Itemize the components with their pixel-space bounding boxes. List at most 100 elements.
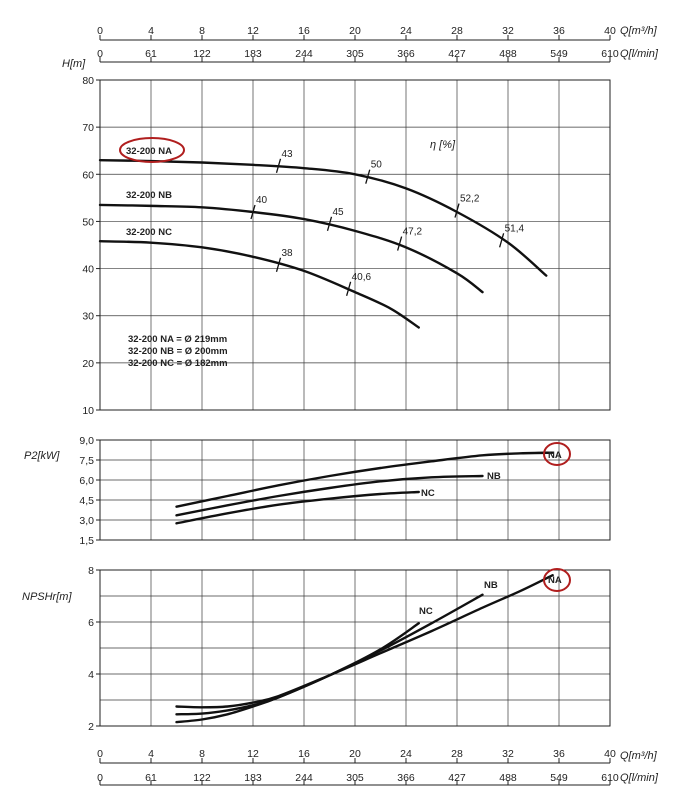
bottom-q-m3h-label: Q[m³/h] (620, 750, 658, 762)
efficiency-value-label: 50 (371, 160, 383, 171)
q-m3h-tick-label: 32 (502, 25, 514, 37)
q-m3h-tick-label: 20 (349, 748, 361, 760)
q-lmin-tick-label: 305 (346, 48, 364, 60)
na-highlight-ellipse (119, 137, 185, 163)
efficiency-tick (454, 203, 460, 218)
curve-label-nc: 32-200 NC (126, 227, 172, 238)
q-m3h-tick-label: 40 (604, 25, 616, 37)
q-lmin-tick-label: 122 (193, 772, 211, 784)
efficiency-tick (250, 204, 256, 220)
npsh-label-na: NA (548, 575, 562, 586)
npsh-label-nc: NC (419, 606, 433, 617)
head-y-tick-label: 80 (82, 75, 94, 87)
top-q-m3h-label: Q[m³/h] (620, 25, 658, 37)
q-lmin-tick-label: 610 (601, 48, 619, 60)
head-panel: 10 20 30 40 50 60 70 80 H[m] 43 50 52,2 51,4 40 45 47… (62, 58, 611, 417)
efficiency-value-label: 40 (256, 195, 268, 206)
power-na-highlight (543, 442, 571, 466)
top-axis-ticks: 0 0 4 61 8 122 12 183 16 244 20 305 24 366 28 427 32 488 3… (97, 25, 619, 63)
power-label-na: NA (548, 450, 562, 461)
efficiency-value-label: 43 (282, 149, 294, 160)
q-m3h-tick-label: 12 (247, 748, 259, 760)
q-m3h-tick-label: 24 (400, 25, 412, 37)
q-lmin-tick-label: 610 (601, 772, 619, 784)
npsh-label-nb: NB (484, 580, 498, 591)
power-label-nb: NB (487, 471, 501, 482)
curve-label-na: 32-200 NA (126, 146, 172, 157)
efficiency-value-label: 38 (282, 248, 294, 259)
power-label-nc: NC (421, 488, 435, 499)
q-m3h-tick-label: 8 (199, 748, 205, 760)
head-y-tick-label: 20 (82, 358, 94, 370)
legend-na: 32-200 NA = Ø 219mm (128, 334, 227, 345)
power-panel: 1,5 3,0 4,5 6,0 7,5 9,0 P2[kW] NA NB NC (24, 435, 611, 547)
q-lmin-tick-label: 122 (193, 48, 211, 60)
power-y-tick-label: 7,5 (79, 455, 94, 467)
head-grid (99, 79, 611, 411)
power-y-tick-label: 9,0 (79, 435, 94, 447)
top-axes: 0 0 4 61 8 122 12 183 16 244 20 305 24 366 28 427 32 488 3… (97, 25, 659, 63)
head-y-tick-label: 10 (82, 405, 94, 417)
head-curve-32-200-nb (98, 203, 484, 294)
power-y-tick-label: 3,0 (79, 515, 94, 527)
power-y-tick-label: 6,0 (79, 475, 94, 487)
efficiency-tick (499, 233, 505, 248)
q-lmin-tick-label: 366 (397, 48, 415, 60)
npsh-curve-nb (175, 593, 484, 716)
curve-label-nb: 32-200 NB (126, 190, 172, 201)
top-q-lmin-label: Q[l/min] (620, 48, 659, 60)
q-lmin-tick-label: 427 (448, 772, 466, 784)
efficiency-tick (397, 236, 403, 251)
q-lmin-tick-label: 427 (448, 48, 466, 60)
q-m3h-tick-label: 16 (298, 25, 310, 37)
power-curve-nc (175, 490, 420, 525)
npsh-curve-na (175, 574, 554, 709)
head-frame (99, 79, 611, 411)
q-m3h-tick-label: 16 (298, 748, 310, 760)
npsh-curve-nc (175, 622, 420, 724)
q-lmin-tick-label: 0 (97, 48, 103, 60)
head-curves (98, 158, 548, 329)
npsh-curves (175, 574, 554, 724)
efficiency-label: η [%] (430, 139, 456, 151)
efficiency-marks: 43 50 52,2 51,4 40 45 47,2 38 40,6 (250, 149, 525, 297)
head-y-label: H[m] (62, 58, 86, 70)
power-curves (175, 451, 554, 525)
npsh-grid (99, 569, 611, 727)
efficiency-tick (326, 216, 333, 231)
head-y-ticks: 10 20 30 40 50 60 70 80 (82, 75, 100, 417)
power-curve-nb (175, 474, 484, 517)
q-m3h-tick-label: 4 (148, 25, 154, 37)
q-lmin-tick-label: 549 (550, 48, 568, 60)
npsh-y-ticks: 2 4 6 8 (88, 565, 100, 733)
head-y-tick-label: 50 (82, 216, 94, 228)
power-curve-na (175, 451, 554, 508)
efficiency-tick (346, 281, 352, 297)
q-lmin-tick-label: 0 (97, 772, 103, 784)
head-y-tick-label: 40 (82, 264, 94, 276)
q-m3h-tick-label: 28 (451, 748, 463, 760)
npsh-na-highlight (543, 568, 571, 592)
power-y-tick-label: 4,5 (79, 495, 94, 507)
bottom-q-lmin-label: Q[l/min] (620, 772, 659, 784)
q-lmin-tick-label: 183 (244, 48, 262, 60)
efficiency-value-label: 47,2 (403, 227, 423, 238)
q-m3h-tick-label: 8 (199, 25, 205, 37)
q-lmin-tick-label: 244 (295, 772, 313, 784)
q-lmin-tick-label: 549 (550, 772, 568, 784)
q-m3h-tick-label: 28 (451, 25, 463, 37)
power-y-ticks: 1,5 3,0 4,5 6,0 7,5 9,0 (79, 435, 100, 547)
efficiency-tick (275, 257, 282, 272)
q-lmin-tick-label: 366 (397, 772, 415, 784)
q-lmin-tick-label: 61 (145, 772, 157, 784)
q-m3h-tick-label: 12 (247, 25, 259, 37)
q-m3h-tick-label: 0 (97, 748, 103, 760)
npsh-frame (99, 569, 611, 727)
power-y-tick-label: 1,5 (79, 535, 94, 547)
q-lmin-tick-label: 488 (499, 772, 517, 784)
q-m3h-tick-label: 36 (553, 25, 565, 37)
power-grid (99, 439, 611, 541)
power-frame (99, 439, 611, 541)
q-m3h-tick-label: 36 (553, 748, 565, 760)
